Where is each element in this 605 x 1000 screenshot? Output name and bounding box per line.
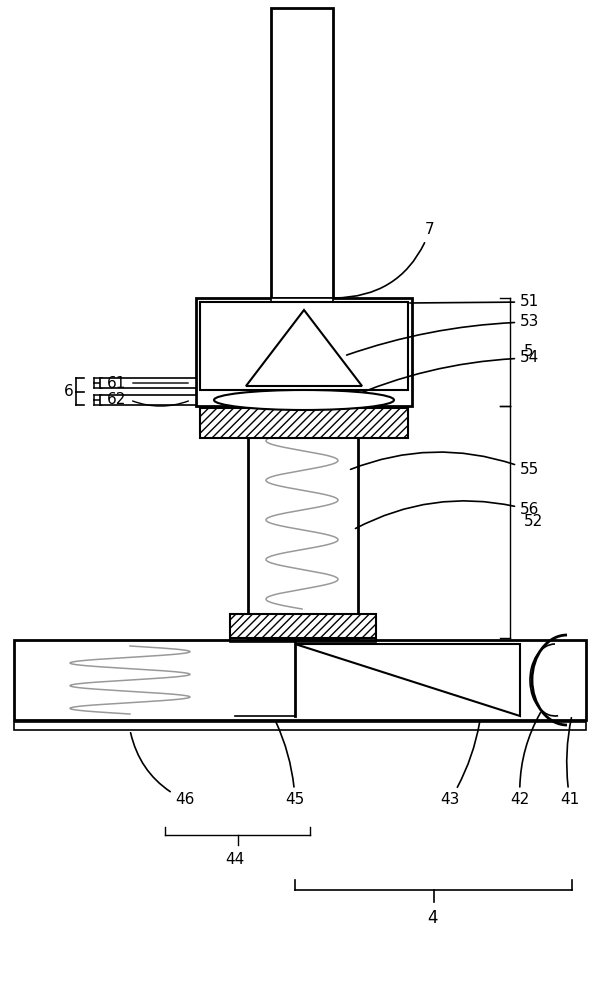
Polygon shape [246, 310, 362, 386]
Text: 45: 45 [276, 723, 305, 808]
Bar [14, 640, 586, 720]
Text: 53: 53 [347, 314, 540, 355]
Bar [230, 614, 376, 642]
Text: 62: 62 [107, 392, 126, 408]
Bar [271, 8, 333, 318]
Text: 55: 55 [350, 452, 539, 478]
Bar [100, 395, 196, 405]
Bar [196, 298, 412, 406]
Text: 51: 51 [410, 294, 539, 310]
Bar [14, 722, 586, 730]
Ellipse shape [214, 390, 394, 410]
Bar [271, 298, 333, 406]
Bar [100, 378, 196, 388]
Text: 7: 7 [335, 223, 435, 298]
Text: 44: 44 [226, 852, 245, 866]
Text: 4: 4 [428, 909, 438, 927]
Text: 61: 61 [107, 375, 126, 390]
Text: 54: 54 [347, 351, 539, 399]
Bar [230, 614, 376, 638]
Text: 46: 46 [131, 733, 195, 808]
Text: 42: 42 [511, 712, 541, 808]
Text: 43: 43 [440, 723, 480, 808]
Text: 52: 52 [524, 514, 543, 530]
Text: 5: 5 [524, 344, 534, 360]
Bar [200, 408, 408, 438]
Polygon shape [295, 644, 520, 716]
Text: 6: 6 [64, 384, 74, 399]
Bar [200, 302, 408, 390]
Text: 56: 56 [356, 501, 540, 528]
Text: 41: 41 [560, 718, 580, 808]
Bar [248, 406, 358, 638]
